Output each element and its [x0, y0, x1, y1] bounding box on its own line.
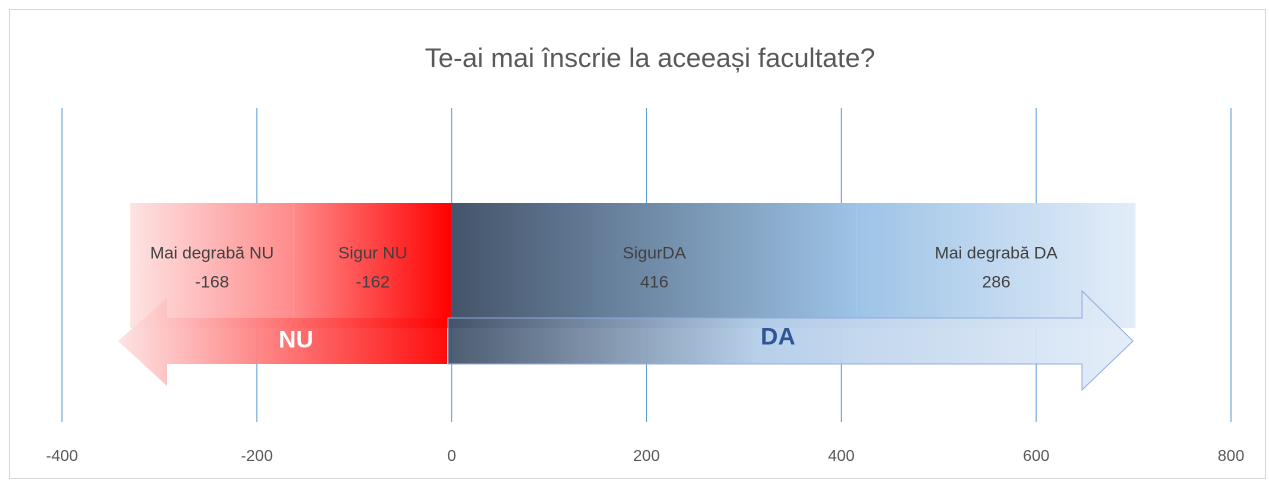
da-arrow: [447, 289, 1134, 392]
bar-name-label: Mai degrabă NU: [150, 243, 274, 262]
bar-value-label: 286: [982, 272, 1010, 291]
x-tick-label: 600: [1023, 448, 1050, 465]
da-label: DA: [761, 323, 796, 350]
x-tick-label: 800: [1218, 448, 1245, 465]
x-tick-label: -400: [46, 448, 78, 465]
bar-name-label: Mai degrabă DA: [935, 243, 1059, 262]
bar-name-label: SigurDA: [623, 243, 687, 262]
nu-label: NU: [279, 326, 314, 353]
x-tick-label: 200: [633, 448, 660, 465]
bar-name-label: Sigur NU: [338, 243, 407, 262]
bar: [451, 203, 857, 328]
bar-value-label: 416: [640, 272, 668, 291]
bar-value-label: -162: [356, 272, 390, 291]
x-tick-label: 400: [828, 448, 855, 465]
x-tick-label: -200: [241, 448, 273, 465]
bar: [293, 203, 452, 328]
bar-value-label: -168: [195, 272, 229, 291]
x-tick-label: 0: [447, 448, 456, 465]
chart-title: Te-ai mai înscrie la aceeași facultate?: [425, 43, 875, 73]
nu-arrow: [118, 298, 447, 386]
